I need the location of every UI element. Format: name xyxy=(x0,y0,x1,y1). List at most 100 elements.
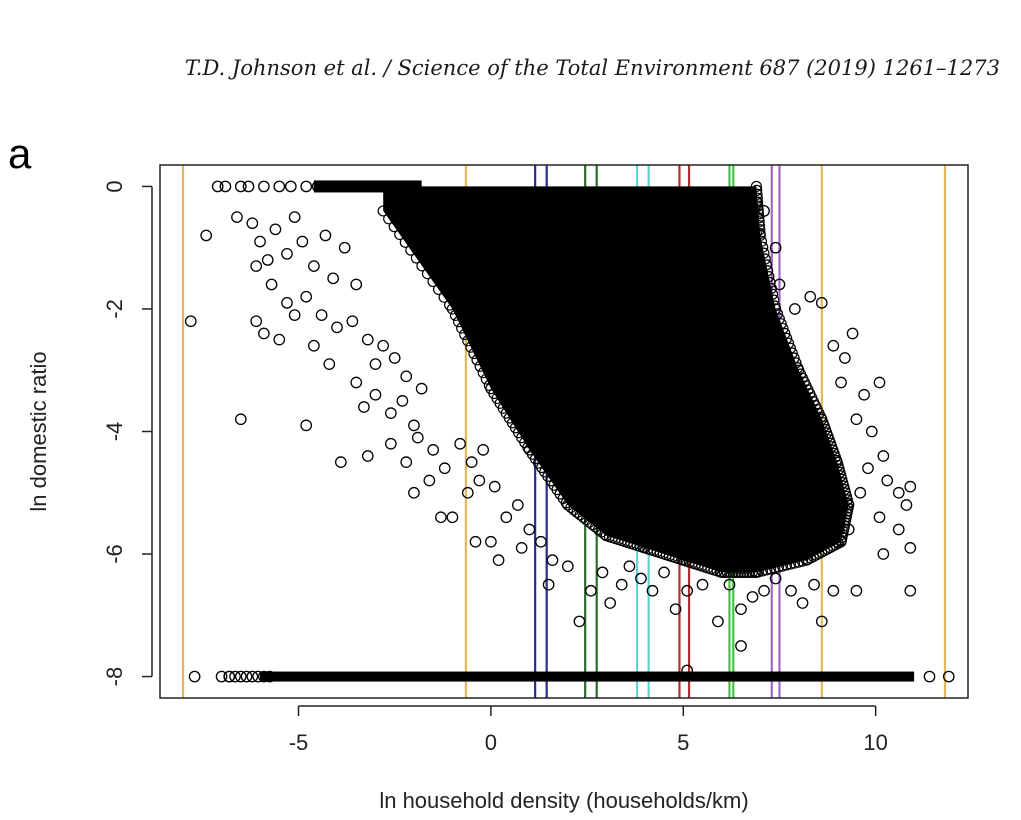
scatter-point-21 xyxy=(338,241,351,254)
edge-point xyxy=(480,373,492,385)
edge-point xyxy=(727,566,739,579)
scatter-point-13 xyxy=(261,254,274,266)
edge-point xyxy=(752,196,764,208)
scatter-point-28 xyxy=(331,321,343,334)
scatter-point-27 xyxy=(315,309,328,321)
scatter-point-68 xyxy=(500,511,513,524)
scatter-point-113 xyxy=(804,290,817,303)
scatter-point-46 xyxy=(396,395,409,407)
edge-point xyxy=(474,360,486,372)
edge-point xyxy=(779,327,791,340)
scatter-point-47 xyxy=(408,419,420,432)
edge-point xyxy=(754,229,766,242)
edge-point xyxy=(751,184,763,196)
scatter-point-108 xyxy=(842,523,855,536)
edge-point xyxy=(410,252,423,264)
y-tick-label: -8 xyxy=(102,667,127,687)
bottom-row-point xyxy=(240,670,253,683)
journal-citation: T.D. Johnson et al. / Science of the Tot… xyxy=(184,56,1000,80)
scatter-point-136 xyxy=(215,670,228,683)
scatter-point-1 xyxy=(219,180,232,193)
y-tick-label: 0 xyxy=(102,180,127,192)
edge-point xyxy=(772,561,784,573)
scatter-point-41 xyxy=(323,358,336,370)
edge-point xyxy=(465,341,477,353)
scatter-point-3 xyxy=(242,180,255,193)
scatter-point-78 xyxy=(561,560,574,573)
edge-point xyxy=(760,259,772,271)
scatter-point-48 xyxy=(415,382,428,395)
edge-point xyxy=(758,247,770,259)
scatter-point-60 xyxy=(477,444,490,456)
scatter-point-100 xyxy=(808,578,820,591)
scatter-point-124 xyxy=(862,462,874,475)
scatter-point-65 xyxy=(461,486,474,499)
scatter-point-77 xyxy=(542,578,555,591)
scatter-point-99 xyxy=(796,597,809,609)
edge-point xyxy=(751,188,763,200)
scatter-point-25 xyxy=(281,296,293,309)
scatter-point-125 xyxy=(881,474,894,487)
scatter-point-35 xyxy=(184,315,197,328)
x-axis-label: ln household density (households/km) xyxy=(379,788,748,813)
scatter-point-40 xyxy=(308,339,320,352)
edge-point xyxy=(750,381,762,393)
scatter-point-49 xyxy=(234,413,247,426)
edge-point xyxy=(750,180,762,193)
x-tick-label: 5 xyxy=(677,730,689,755)
edge-point xyxy=(759,253,771,265)
edge-point xyxy=(796,555,808,567)
scatter-point-2 xyxy=(234,180,247,193)
edge-point xyxy=(377,205,389,217)
scatter-point-44 xyxy=(369,388,382,401)
scatter-point-72 xyxy=(485,535,497,548)
edge-point xyxy=(781,332,793,344)
scatter-point-50 xyxy=(300,419,313,432)
scatter-point-61 xyxy=(408,486,420,499)
edge-point xyxy=(750,535,762,548)
scatter-point-38 xyxy=(273,333,286,346)
y-tick-label: -4 xyxy=(102,422,127,442)
scatter-point-20 xyxy=(327,272,339,285)
x-tick-label: -5 xyxy=(289,730,309,755)
edge-point xyxy=(449,309,462,321)
scatter-point-33 xyxy=(388,352,401,364)
scatter-point-87 xyxy=(658,566,670,579)
scatter-point-62 xyxy=(423,474,436,487)
scatter-point-82 xyxy=(604,597,617,609)
edge-point xyxy=(763,271,775,283)
scatter-point-135 xyxy=(188,670,201,683)
edge-point xyxy=(383,213,395,225)
edge-point xyxy=(792,556,804,568)
scatter-points xyxy=(184,180,955,683)
scatter-point-102 xyxy=(827,584,840,597)
scatter-point-122 xyxy=(865,425,878,438)
x-axis: -5 0 5 10 xyxy=(289,705,888,755)
edge-point xyxy=(770,303,782,315)
scatter-point-106 xyxy=(904,542,917,554)
scatter-point-8 xyxy=(311,180,324,193)
scatter-point-22 xyxy=(350,278,363,291)
scatter-point-23 xyxy=(250,260,263,272)
edge-point xyxy=(471,354,483,366)
dense-top-band xyxy=(313,180,422,193)
scatter-point-134 xyxy=(942,670,955,683)
edge-point xyxy=(766,288,779,300)
edge-point xyxy=(762,265,774,277)
scatter-point-55 xyxy=(411,431,424,444)
scatter-point-34 xyxy=(400,370,413,383)
scatter-point-54 xyxy=(400,456,413,468)
edge-point xyxy=(756,565,768,577)
dense-region xyxy=(383,186,849,573)
edge-point xyxy=(784,558,796,570)
scatter-point-112 xyxy=(789,303,801,315)
scatter-point-97 xyxy=(769,572,782,585)
scatter-point-123 xyxy=(877,450,890,462)
edge-point xyxy=(800,554,813,566)
scatter-point-131 xyxy=(854,486,867,499)
scatter-point-86 xyxy=(646,584,659,597)
edge-point xyxy=(755,235,768,247)
scatter-point-18 xyxy=(308,260,320,272)
edge-point xyxy=(757,241,769,253)
